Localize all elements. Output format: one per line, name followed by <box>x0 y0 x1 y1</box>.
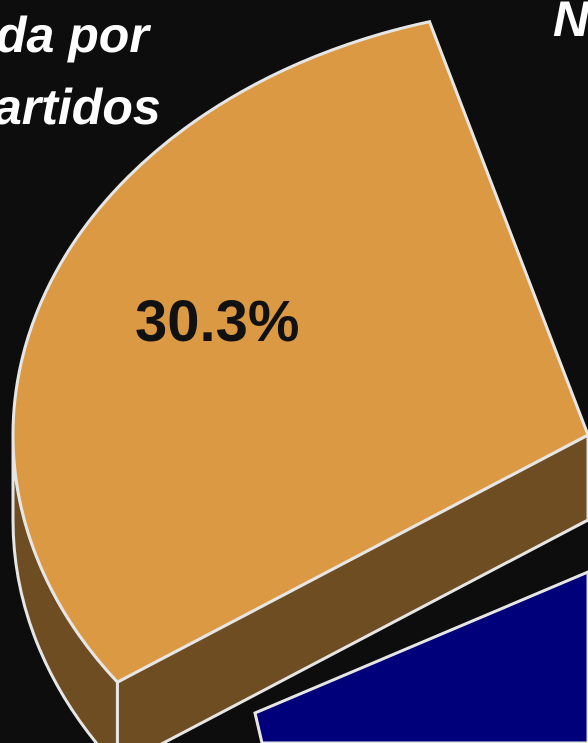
cropped-slice <box>253 570 588 743</box>
pie: 30.3% <box>11 19 588 743</box>
data-label: 30.3% <box>135 289 299 354</box>
title-fragment: da por <box>0 7 151 63</box>
slice <box>11 19 588 684</box>
title-fragment: artidos <box>0 79 161 135</box>
title-fragment: N <box>553 0 588 47</box>
